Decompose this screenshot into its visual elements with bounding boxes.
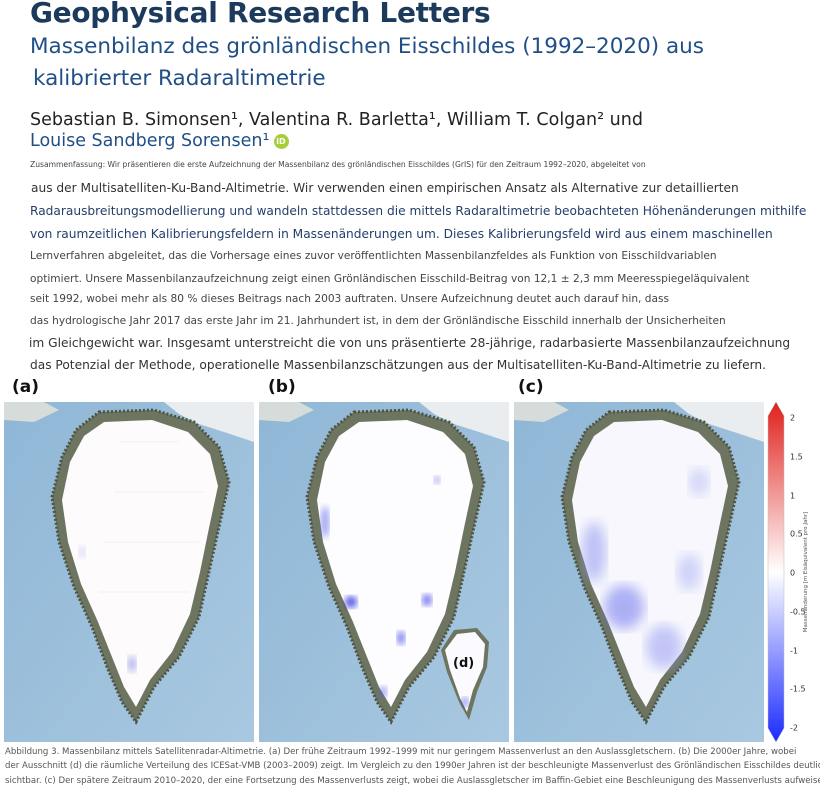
author-name-sorensen: Louise Sandberg Sorensen¹ bbox=[30, 131, 270, 151]
abstract-line-5: optimiert. Unsere Massenbilanzaufzeichnu… bbox=[30, 273, 750, 285]
inset-map-d bbox=[441, 628, 489, 720]
map-panel-c bbox=[514, 402, 764, 742]
colorbar-tick: -0.5 bbox=[790, 607, 806, 617]
colorbar bbox=[766, 401, 786, 743]
colorbar-tick: 0 bbox=[790, 568, 796, 578]
colorbar-tick: -1 bbox=[790, 646, 798, 655]
authors-line-1: Sebastian B. Simonsen¹, Valentina R. Bar… bbox=[30, 110, 643, 130]
abstract-line-3: von raumzeitlichen Kalibrierungsfeldern … bbox=[30, 227, 773, 241]
colorbar-tick: 1.5 bbox=[790, 452, 803, 462]
colorbar-tick: 1 bbox=[790, 491, 796, 500]
colorbar-label: Massenänderung [m Eisäquivalent pro Jahr… bbox=[803, 511, 809, 633]
orcid-icon[interactable]: iD bbox=[273, 134, 289, 149]
abstract-lead: Zusammenfassung: Wir präsentieren die er… bbox=[30, 160, 646, 169]
colorbar-tick: 0.5 bbox=[790, 529, 803, 539]
panel-label-b: (b) bbox=[268, 377, 296, 397]
abstract-line-4: Lernverfahren abgeleitet, das die Vorher… bbox=[30, 250, 717, 262]
journal-name: Geophysical Research Letters bbox=[30, 0, 491, 29]
figure-caption-line-1: Abbildung 3. Massenbilanz mittels Satell… bbox=[5, 747, 797, 757]
abstract-line-7: das hydrologische Jahr 2017 das erste Ja… bbox=[30, 315, 726, 327]
map-panel-b bbox=[259, 402, 509, 742]
abstract-line-2: Radarausbreitungsmodellierung und wandel… bbox=[30, 204, 807, 218]
abstract-line-1: aus der Multisatelliten-Ku-Band-Altimetr… bbox=[31, 181, 739, 195]
inset-label-d: (d) bbox=[453, 656, 475, 671]
abstract-line-6: seit 1992, wobei mehr als 80 % dieses Be… bbox=[30, 293, 670, 305]
authors-line-2: Louise Sandberg Sorensen¹ iD bbox=[30, 131, 289, 151]
paper-title-line-2: kalibrierter Radaraltimetrie bbox=[33, 66, 326, 91]
abstract-line-9: das Potenzial der Methode, operationelle… bbox=[30, 358, 766, 372]
colorbar-tick: -2 bbox=[790, 723, 798, 733]
panel-label-c: (c) bbox=[518, 377, 544, 397]
colorbar-tick: 2 bbox=[790, 413, 796, 423]
panel-label-a: (a) bbox=[12, 377, 40, 397]
paper-title-line-1: Massenbilanz des grönländischen Eisschil… bbox=[30, 34, 704, 59]
colorbar-tick: -1.5 bbox=[790, 684, 806, 694]
map-panel-a bbox=[4, 402, 254, 742]
abstract-line-8: im Gleichgewicht war. Insgesamt unterstr… bbox=[29, 336, 791, 350]
figure-caption-line-2: der Ausschnitt (d) die räumliche Verteil… bbox=[5, 761, 820, 771]
figure-caption-line-3: sichtbar. (c) Der spätere Zeitraum 2010–… bbox=[5, 776, 820, 786]
